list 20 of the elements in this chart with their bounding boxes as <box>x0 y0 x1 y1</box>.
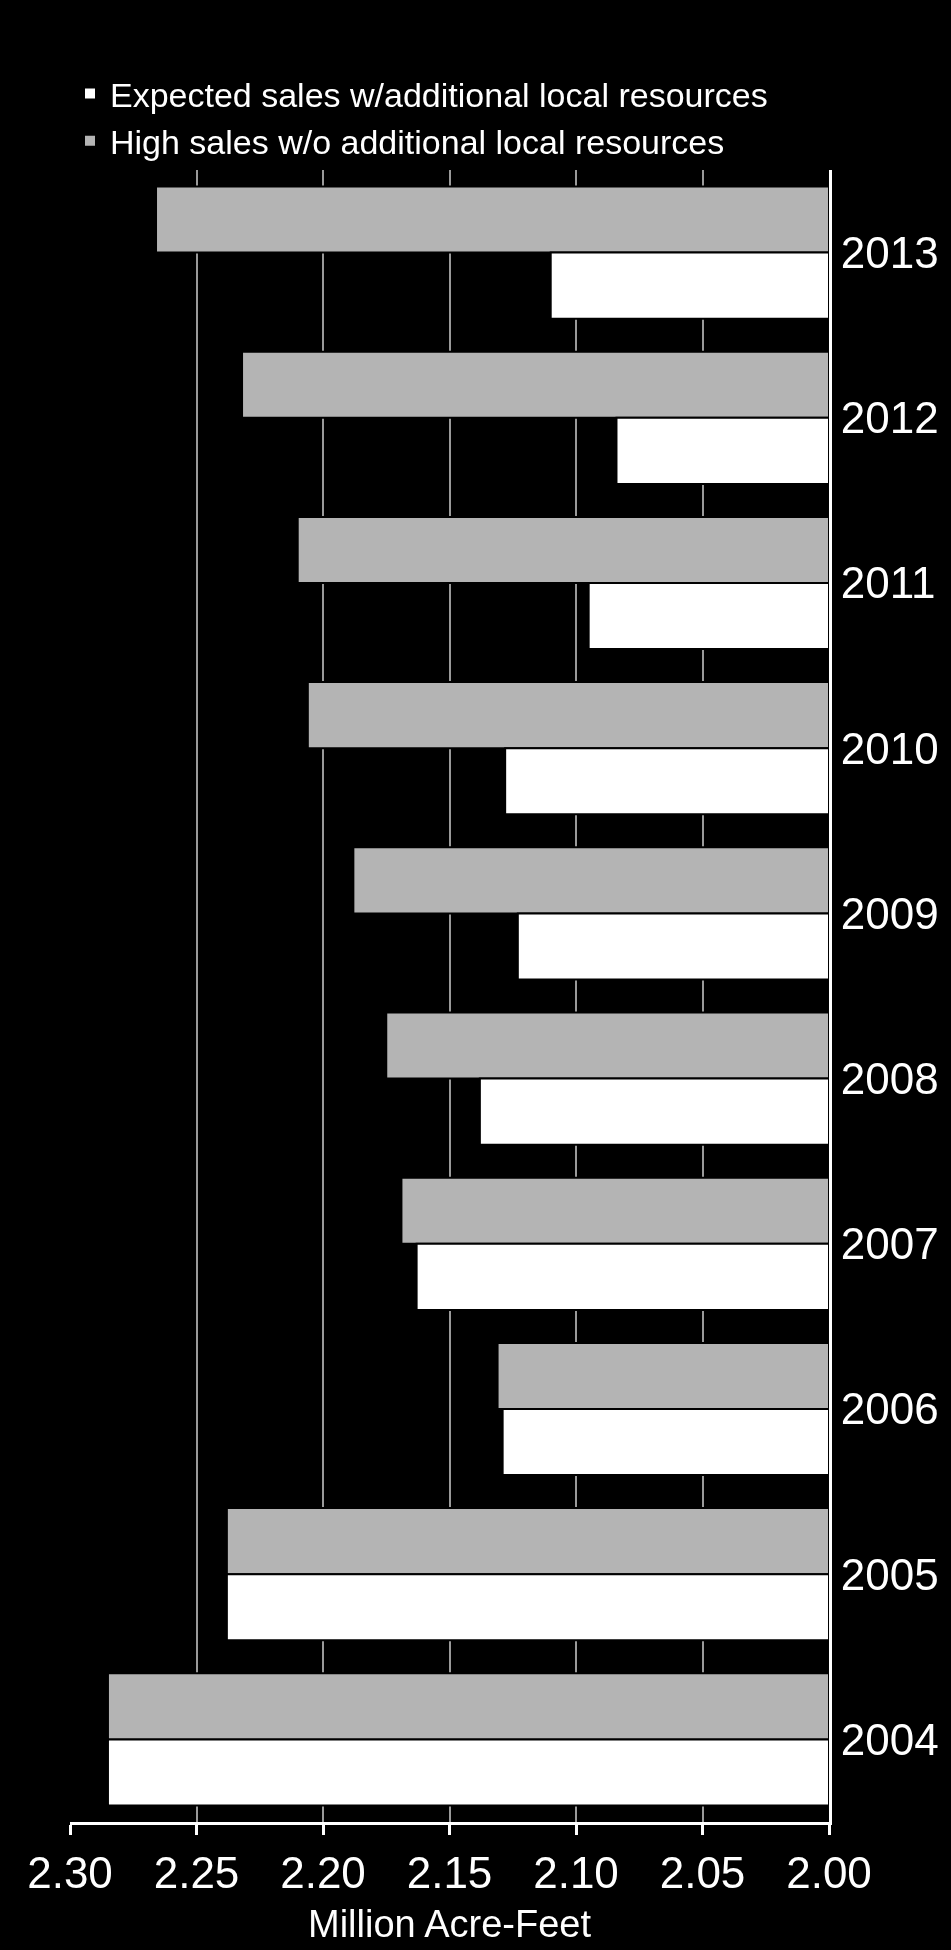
x-tick-label: 2.20 <box>280 1847 366 1897</box>
x-tick-label: 2.25 <box>153 1847 240 1897</box>
y-tick-label: 2006 <box>840 1384 939 1434</box>
y-tick-label: 2010 <box>840 723 939 773</box>
y-tick-label: 2012 <box>840 393 939 443</box>
y-tick-label: 2008 <box>840 1054 939 1103</box>
legend-label: High sales w/o additional local resources <box>110 123 725 162</box>
x-axis-title: Million Acre-Feet <box>308 1902 592 1945</box>
y-tick-label: 2004 <box>840 1714 939 1764</box>
x-tick-label: 2.05 <box>659 1847 746 1897</box>
y-tick-label: 2013 <box>840 228 939 277</box>
x-tick-label: 2.00 <box>786 1847 872 1897</box>
x-tick-label: 2.10 <box>533 1847 619 1897</box>
y-tick-label: 2005 <box>840 1549 939 1599</box>
x-tick-label: 2.15 <box>406 1847 493 1897</box>
y-tick-label: 2011 <box>840 558 936 608</box>
x-tick-label: 2.30 <box>27 1847 113 1897</box>
legend-label: Expected sales w/additional local resources <box>110 75 768 114</box>
y-tick-label: 2007 <box>840 1219 939 1269</box>
y-tick-label: 2009 <box>840 888 939 938</box>
